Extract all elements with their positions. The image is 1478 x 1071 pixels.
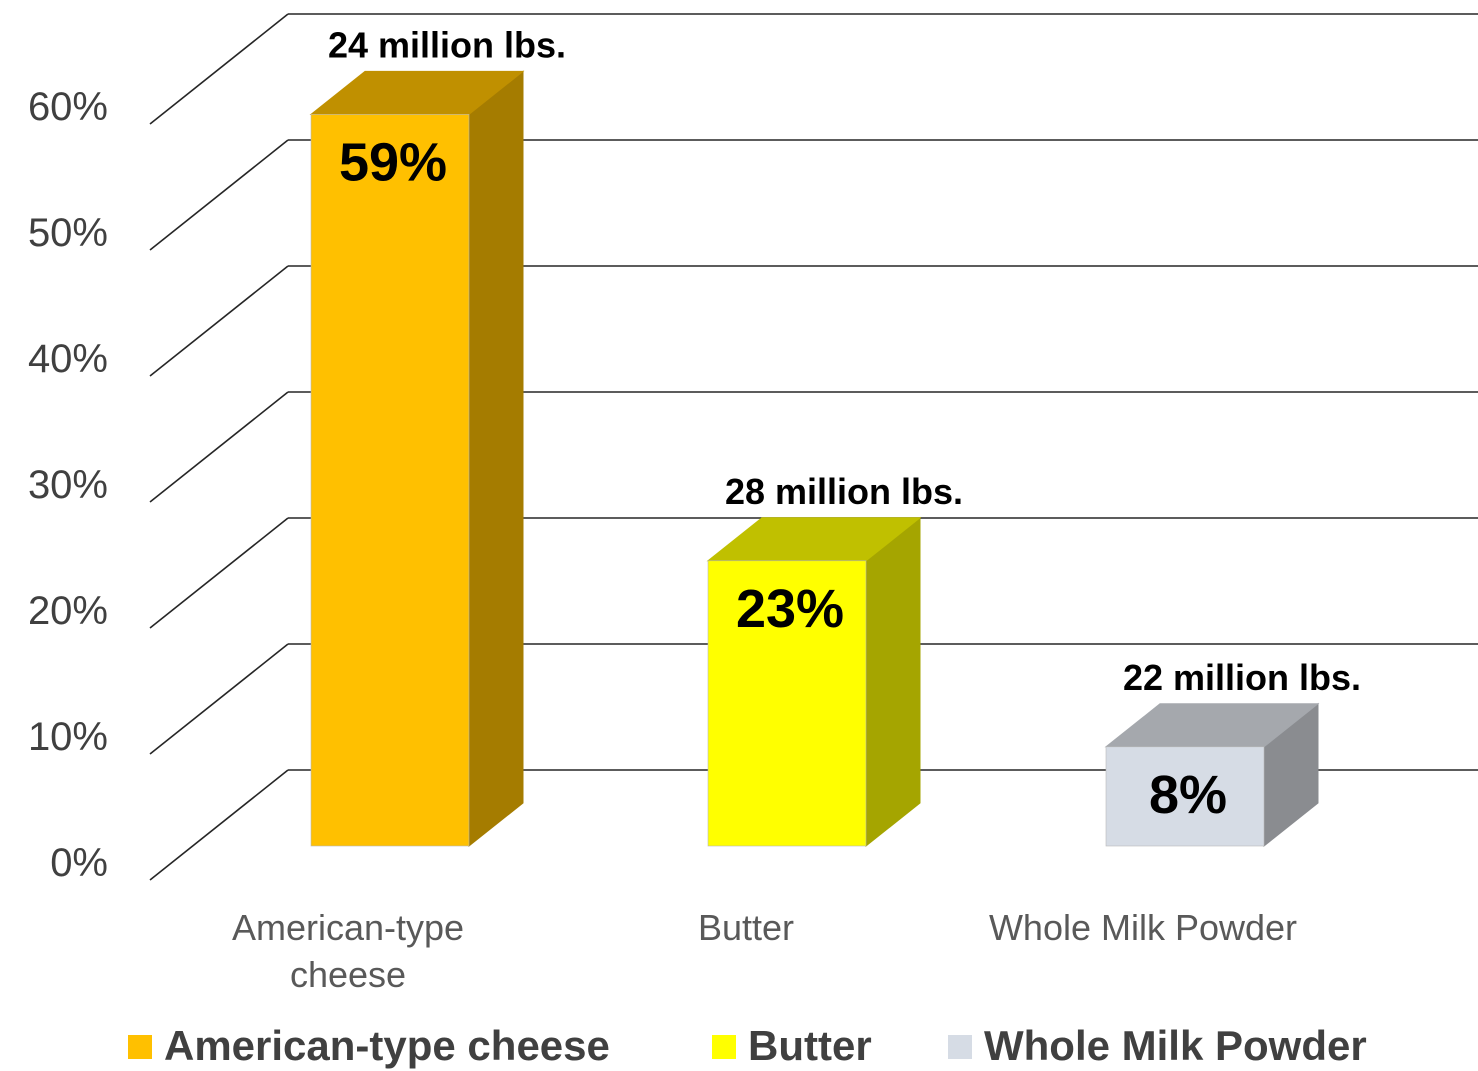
- y-tick-label: 40%: [28, 337, 108, 381]
- bar: [310, 114, 470, 847]
- volume-label: 28 million lbs.: [725, 471, 963, 512]
- bar: [707, 560, 867, 847]
- volume-label: 22 million lbs.: [1123, 657, 1361, 698]
- bars: 59% 24 million lbs. 23% 28 million lbs. 8% 22…: [309, 24, 1361, 848]
- legend-label: American-type cheese: [164, 1022, 610, 1069]
- x-tick-label: Whole Milk Powder: [989, 907, 1297, 948]
- legend-label: Butter: [748, 1022, 872, 1069]
- legend-swatch: [712, 1035, 736, 1059]
- x-axis-labels: American-type cheese Butter Whole Milk Powd…: [232, 907, 1297, 995]
- y-axis-ticks: 0% 10% 20% 30% 40% 50% 60%: [28, 85, 108, 885]
- gridline-diagonal: [149, 643, 289, 755]
- x-tick-label: Butter: [698, 907, 794, 948]
- x-tick-label: cheese: [290, 954, 406, 995]
- data-label: 59%: [339, 132, 447, 192]
- y-tick-label: 30%: [28, 463, 108, 507]
- y-tick-label: 10%: [28, 715, 108, 759]
- x-tick-label: American-type: [232, 907, 464, 948]
- legend: American-type cheese Butter Whole Milk Pow…: [128, 1022, 1367, 1069]
- bar-group: 59% 24 million lbs.: [309, 24, 566, 848]
- volume-label: 24 million lbs.: [328, 24, 566, 65]
- bar: [1105, 746, 1265, 847]
- data-label: 23%: [736, 579, 844, 639]
- gridline-diagonal: [149, 769, 289, 881]
- legend-swatch: [948, 1035, 972, 1059]
- bar-group: 23% 28 million lbs.: [706, 471, 963, 848]
- gridline-diagonal: [149, 391, 289, 503]
- data-label: 8%: [1149, 765, 1227, 825]
- gridline-diagonal: [149, 517, 289, 629]
- bar-side: [865, 516, 921, 848]
- gridline-diagonal: [149, 139, 289, 251]
- bar-side: [468, 70, 524, 848]
- legend-label: Whole Milk Powder: [984, 1022, 1367, 1069]
- y-tick-label: 20%: [28, 589, 108, 633]
- gridline-diagonal: [149, 13, 289, 125]
- gridline-diagonal: [149, 265, 289, 377]
- bar-group: 8% 22 million lbs.: [1104, 657, 1361, 848]
- y-tick-label: 60%: [28, 85, 108, 129]
- y-tick-label: 0%: [50, 841, 108, 885]
- legend-swatch: [128, 1035, 152, 1059]
- y-tick-label: 50%: [28, 211, 108, 255]
